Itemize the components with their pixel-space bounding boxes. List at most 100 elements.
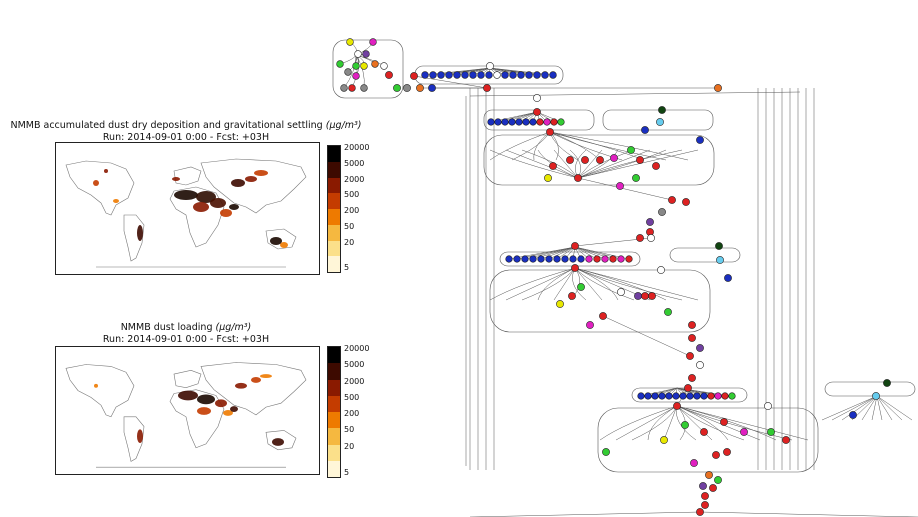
colorbar-segment bbox=[328, 363, 340, 380]
white-node bbox=[486, 62, 494, 70]
blue-node bbox=[700, 392, 708, 400]
deposition-title: NMMB accumulated dust dry deposition and… bbox=[0, 120, 372, 132]
graph-edge bbox=[569, 149, 581, 179]
red-node bbox=[696, 508, 704, 516]
dust-region bbox=[251, 377, 261, 383]
red-node bbox=[536, 118, 544, 126]
blue-node bbox=[658, 392, 666, 400]
blue-node bbox=[533, 71, 541, 79]
colorbar-segment bbox=[328, 177, 340, 194]
blue-node bbox=[545, 255, 553, 263]
red-node bbox=[707, 392, 715, 400]
blue-node bbox=[637, 392, 645, 400]
blue-node bbox=[477, 71, 485, 79]
blue-node bbox=[494, 118, 502, 126]
graph-edge bbox=[577, 149, 699, 179]
red-node bbox=[593, 255, 601, 263]
loading-title: NMMB dust loading (μg/m³) bbox=[0, 322, 372, 334]
lightblue-node bbox=[716, 256, 724, 264]
graph-edge bbox=[574, 246, 630, 260]
red-node bbox=[641, 292, 649, 300]
dust-region bbox=[280, 242, 288, 248]
blue-node bbox=[521, 255, 529, 263]
colorbar-tick-label: 200 bbox=[344, 206, 360, 215]
blue-node bbox=[453, 71, 461, 79]
graph-edge bbox=[577, 149, 619, 179]
yellow-node bbox=[660, 436, 668, 444]
red-node bbox=[566, 156, 574, 164]
green-node bbox=[714, 476, 722, 484]
red-node bbox=[723, 448, 731, 456]
red-node bbox=[549, 162, 557, 170]
dust-region bbox=[196, 191, 216, 203]
blue-node bbox=[525, 71, 533, 79]
graph-edge bbox=[469, 511, 701, 517]
red-node bbox=[385, 71, 393, 79]
cluster-boundary bbox=[489, 269, 711, 333]
red-node bbox=[636, 234, 644, 242]
dust-region bbox=[245, 176, 257, 182]
green-node bbox=[664, 308, 672, 316]
colorbar-segment bbox=[328, 224, 340, 241]
graph-edge bbox=[647, 405, 678, 441]
continent-outline bbox=[65, 364, 135, 418]
colorbar-tick-label: 20 bbox=[344, 441, 355, 451]
green-node bbox=[632, 174, 640, 182]
white-node bbox=[380, 62, 388, 70]
darkgreen-node bbox=[883, 379, 891, 387]
graph-edge bbox=[577, 177, 673, 201]
blue-node bbox=[501, 118, 509, 126]
gray-node bbox=[360, 84, 368, 92]
blue-node bbox=[529, 255, 537, 263]
red-node bbox=[701, 492, 709, 500]
white-node bbox=[354, 50, 362, 58]
red-node bbox=[625, 255, 633, 263]
blue-node bbox=[665, 392, 673, 400]
dust-region bbox=[174, 190, 198, 200]
orange-node bbox=[714, 84, 722, 92]
loading-run: Run: 2014-09-01 0:00 - Fcst: +03H bbox=[102, 334, 270, 345]
red-node bbox=[648, 292, 656, 300]
graph-edges bbox=[332, 39, 918, 517]
magenta-node bbox=[714, 392, 722, 400]
orange-node bbox=[371, 60, 379, 68]
blue-node bbox=[553, 255, 561, 263]
red-node bbox=[568, 292, 576, 300]
blue-node bbox=[672, 392, 680, 400]
yellow-node bbox=[544, 174, 552, 182]
continents bbox=[65, 158, 307, 268]
yellow-node bbox=[346, 38, 354, 46]
continent-outline bbox=[65, 160, 135, 216]
deposition-title-text: NMMB accumulated dust dry deposition and… bbox=[10, 120, 323, 131]
red-node bbox=[668, 196, 676, 204]
dust-region bbox=[215, 399, 227, 408]
colorbar-tick-label: 20 bbox=[344, 237, 355, 247]
blue-node bbox=[522, 118, 530, 126]
graph-edge bbox=[489, 149, 579, 179]
blue-node bbox=[641, 126, 649, 134]
green-node bbox=[728, 392, 736, 400]
graph-edge bbox=[577, 149, 651, 179]
red-node bbox=[688, 334, 696, 342]
continent-outline bbox=[265, 430, 297, 451]
dust-region bbox=[231, 179, 245, 187]
white-node bbox=[696, 361, 704, 369]
graph-edge bbox=[577, 149, 683, 179]
continents bbox=[65, 362, 307, 468]
dust-region bbox=[197, 407, 211, 415]
graph-edge bbox=[876, 395, 913, 421]
loading-unit: (μg/m³) bbox=[215, 322, 252, 333]
graph-edge bbox=[574, 237, 652, 247]
green-node bbox=[577, 283, 585, 291]
colorbar-segment bbox=[328, 412, 340, 429]
colorbar-tick-label: 500 bbox=[344, 392, 360, 402]
green-node bbox=[557, 118, 565, 126]
graph-edge bbox=[574, 267, 635, 301]
white-node bbox=[764, 402, 772, 410]
blue-node bbox=[686, 392, 694, 400]
lightblue-node bbox=[872, 392, 880, 400]
loading-colorbar: 20000 5000 2000 500 200 50 20 5 bbox=[327, 344, 387, 480]
white-node bbox=[617, 288, 625, 296]
dust-region bbox=[94, 383, 98, 388]
magenta-node bbox=[690, 459, 698, 467]
